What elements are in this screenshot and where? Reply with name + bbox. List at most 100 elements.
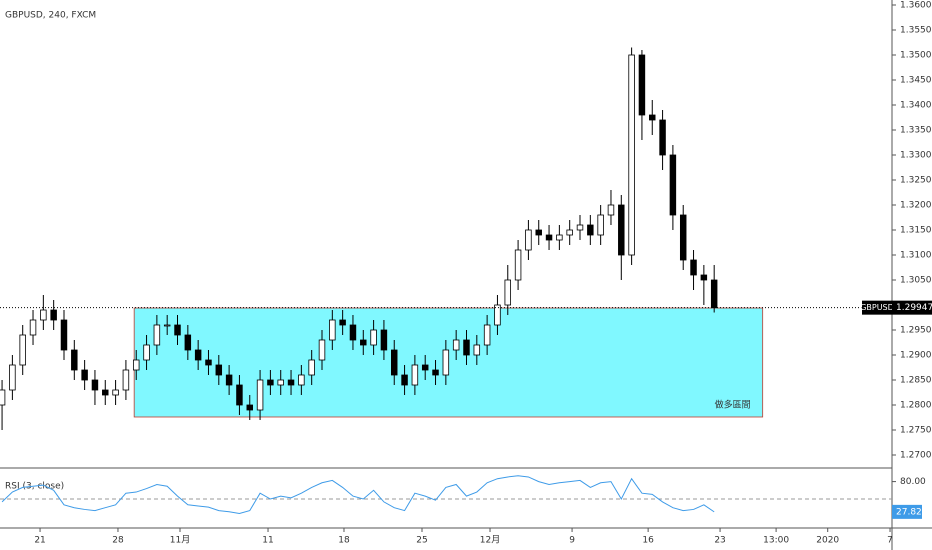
candle-body — [287, 379, 295, 386]
candle-body — [184, 334, 192, 351]
candle-body — [256, 379, 264, 411]
candle-body — [246, 404, 253, 411]
y-tick-label: 1.27000 — [900, 451, 932, 461]
y-tick-label: 1.28500 — [900, 376, 932, 386]
y-tick-label: 1.28000 — [900, 401, 932, 411]
candle-body — [618, 204, 625, 256]
candle-body — [349, 324, 357, 341]
candle-body — [659, 119, 666, 156]
x-tick-label: 11 — [262, 536, 273, 546]
x-tick-label: 23 — [714, 536, 725, 546]
candle-body — [649, 114, 656, 121]
rsi-badge — [892, 504, 922, 519]
candle-body — [71, 349, 78, 371]
y-tick-label: 1.30500 — [900, 276, 932, 286]
y-tick-label: 1.35000 — [900, 51, 932, 61]
candle-body — [360, 339, 367, 346]
candle-body — [29, 319, 37, 336]
candle-body — [0, 389, 6, 406]
candle-body — [122, 369, 130, 391]
y-tick-label: 1.34000 — [900, 101, 932, 111]
candle-body — [535, 229, 542, 236]
candle-body — [700, 274, 708, 281]
candle-body — [710, 279, 718, 309]
candle-body — [483, 324, 491, 346]
candle-body — [267, 379, 274, 386]
candle-body — [91, 379, 99, 391]
y-tick-label: 1.31500 — [900, 226, 932, 236]
candle-body — [494, 304, 501, 326]
y-tick-label: 1.33000 — [900, 151, 932, 161]
candle-body — [556, 234, 563, 241]
y-tick-label: 1.32000 — [900, 201, 932, 211]
candle-body — [607, 204, 615, 216]
price-badge — [892, 300, 932, 315]
x-tick-label: 13:00 — [763, 536, 789, 546]
last-price-label: 1.29947 — [896, 303, 932, 313]
candle-body — [514, 249, 522, 281]
x-tick-label: 7 — [887, 536, 893, 546]
candle-body — [102, 389, 109, 396]
candle-body — [81, 369, 88, 381]
y-tick-label: 1.35500 — [900, 26, 932, 36]
candle-body — [329, 319, 336, 341]
candle-body — [380, 329, 388, 351]
candle-body — [153, 324, 161, 346]
candle-body — [370, 329, 377, 346]
candle-body — [277, 379, 284, 386]
y-tick-label: 1.34500 — [900, 76, 932, 86]
candle-body — [112, 389, 119, 396]
y-tick-label: 1.29000 — [900, 351, 932, 361]
candle-body — [163, 324, 171, 327]
candle-body — [442, 349, 450, 376]
rsi-last-label: 27.82 — [896, 507, 922, 517]
rsi-tick-label: 80.00 — [900, 477, 926, 487]
y-tick-label: 1.33500 — [900, 126, 932, 136]
chart-title: GBPUSD, 240, FXCM — [5, 11, 96, 21]
candle-body — [576, 224, 584, 231]
candle-body — [463, 339, 470, 356]
candle-body — [452, 339, 460, 351]
candle-body — [473, 344, 481, 356]
candle-body — [236, 384, 243, 406]
candle-body — [690, 259, 697, 276]
candle-body — [545, 234, 553, 241]
candle-body — [174, 324, 181, 336]
y-tick-label: 1.32500 — [900, 176, 932, 186]
candle-body — [225, 374, 233, 386]
candle-body — [525, 229, 532, 251]
y-tick-label: 1.31000 — [900, 251, 932, 261]
x-tick-label: 25 — [416, 536, 427, 546]
candle-body — [60, 319, 68, 351]
candle-body — [566, 229, 573, 236]
candle-body — [421, 364, 429, 371]
x-tick-label: 12月 — [480, 535, 500, 546]
rsi-line — [1, 475, 715, 515]
candle-body — [401, 374, 408, 386]
candle-body — [669, 154, 677, 216]
candle-body — [504, 279, 512, 306]
candle-body — [679, 214, 687, 261]
candle-body — [587, 224, 594, 236]
candle-body — [143, 344, 150, 361]
x-tick-label: 11月 — [170, 535, 190, 546]
candle-body — [308, 359, 315, 376]
candle-body — [318, 339, 326, 361]
y-tick-label: 1.29500 — [900, 326, 932, 336]
candle-body — [391, 349, 398, 376]
candle-body — [194, 349, 202, 361]
symbol-label: GBPUSD — [860, 303, 894, 312]
candle-body — [298, 374, 305, 386]
y-tick-label: 1.36000 — [900, 1, 932, 11]
candle-body — [411, 364, 419, 386]
symbol-badge — [862, 300, 892, 315]
x-tick-label: 9 — [569, 536, 575, 546]
candle-body — [50, 309, 57, 321]
x-tick-label: 21 — [34, 536, 45, 546]
candle-body — [339, 319, 346, 326]
x-tick-label: 28 — [112, 536, 124, 546]
candle-body — [40, 309, 47, 321]
x-tick-label: 18 — [338, 536, 350, 546]
